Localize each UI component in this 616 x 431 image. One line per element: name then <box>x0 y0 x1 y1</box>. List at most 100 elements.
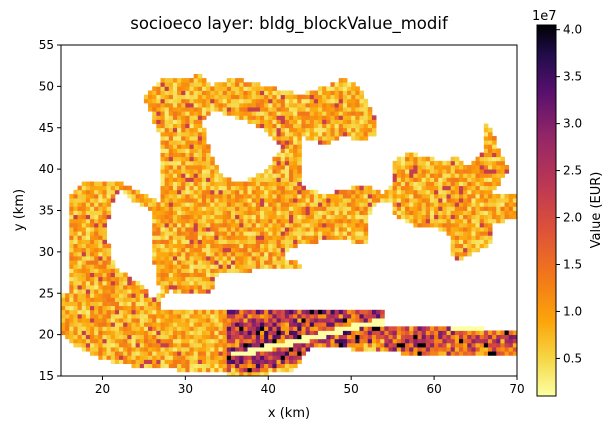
heatmap-cell <box>177 247 182 253</box>
heatmap-cell <box>201 235 207 240</box>
heatmap-cell <box>355 214 360 220</box>
colorbar-tick-label: 2.5 <box>563 164 582 178</box>
heatmap-cell <box>177 189 182 195</box>
heatmap-cell <box>218 330 224 336</box>
heatmap-cell <box>243 222 248 228</box>
heatmap-cell <box>276 214 282 220</box>
heatmap-cell <box>268 347 273 352</box>
heatmap-cell <box>110 289 116 294</box>
heatmap-cell <box>222 260 228 265</box>
heatmap-cell <box>475 243 481 249</box>
heatmap-cell <box>371 115 377 120</box>
heatmap-cell <box>322 227 327 232</box>
heatmap-cell <box>168 268 174 273</box>
heatmap-cell <box>164 347 170 352</box>
heatmap-cell <box>268 98 273 104</box>
heatmap-cell <box>255 351 261 356</box>
heatmap-cell <box>218 338 224 344</box>
heatmap-cell <box>483 198 489 203</box>
x-tick-label: 20 <box>95 382 110 396</box>
heatmap-cell <box>222 363 228 369</box>
heatmap-cell <box>255 206 261 211</box>
heatmap-cell <box>487 227 493 232</box>
heatmap-cell <box>201 82 207 87</box>
heatmap-cell <box>189 86 195 91</box>
heatmap-cell <box>73 251 78 257</box>
heatmap-cell <box>206 322 211 327</box>
heatmap-cell <box>318 98 323 104</box>
heatmap-cell <box>193 235 199 240</box>
heatmap-cell <box>376 313 381 319</box>
heatmap-cell <box>251 181 257 187</box>
heatmap-cell <box>177 148 182 153</box>
heatmap-cell <box>164 309 170 315</box>
heatmap-cell <box>69 289 74 294</box>
heatmap-cell <box>496 169 501 174</box>
heatmap-cell <box>69 210 74 216</box>
heatmap-cell <box>293 148 298 153</box>
heatmap-cell <box>123 301 128 307</box>
heatmap-cell <box>405 202 410 207</box>
heatmap-cell <box>463 251 468 257</box>
heatmap-cell <box>272 326 277 331</box>
heatmap-cell <box>226 359 232 364</box>
heatmap-cell <box>152 107 157 112</box>
heatmap-cell <box>90 222 95 228</box>
heatmap-cell <box>259 235 265 240</box>
heatmap-cell <box>289 140 294 145</box>
heatmap-cell <box>222 243 228 249</box>
heatmap-cell <box>160 272 166 278</box>
heatmap-cell <box>268 251 273 257</box>
heatmap-cell <box>127 318 132 323</box>
heatmap-cell <box>471 181 476 187</box>
heatmap-cell <box>90 301 95 307</box>
heatmap-cell <box>284 231 290 236</box>
heatmap-cell <box>160 189 166 195</box>
heatmap-cell <box>222 326 228 331</box>
heatmap-cell <box>156 338 161 344</box>
heatmap-cell <box>301 313 306 319</box>
heatmap-cell <box>504 347 510 352</box>
heatmap-cell <box>434 206 439 211</box>
heatmap-cell <box>94 210 99 216</box>
heatmap-cell <box>81 185 87 191</box>
heatmap-cell <box>247 115 253 120</box>
heatmap-cell <box>177 111 182 116</box>
heatmap-cell <box>185 272 190 278</box>
heatmap-cell <box>106 309 112 315</box>
heatmap-cell <box>446 342 452 348</box>
heatmap-cell <box>247 239 253 244</box>
heatmap-cell <box>483 206 489 211</box>
heatmap-cell <box>322 140 327 145</box>
heatmap-cell <box>168 181 174 187</box>
heatmap-cell <box>160 198 166 203</box>
heatmap-cell <box>492 218 497 224</box>
heatmap-cell <box>313 98 319 104</box>
heatmap-cell <box>230 247 236 253</box>
heatmap-cell <box>172 239 178 244</box>
heatmap-cell <box>280 140 286 145</box>
heatmap-cell <box>181 268 186 273</box>
heatmap-cell <box>193 102 199 108</box>
heatmap-cell <box>251 256 257 261</box>
heatmap-cell <box>429 326 435 331</box>
heatmap-cell <box>272 334 277 340</box>
heatmap-cell <box>222 210 228 216</box>
heatmap-cell <box>471 334 476 340</box>
heatmap-cell <box>367 115 373 120</box>
heatmap-cell <box>135 322 141 327</box>
heatmap-cell <box>172 355 178 360</box>
heatmap-cell <box>429 185 435 191</box>
heatmap-cell <box>110 355 116 360</box>
heatmap-cell <box>251 371 257 376</box>
heatmap-cell <box>181 351 186 356</box>
heatmap-cell <box>243 214 248 220</box>
heatmap-cell <box>284 152 290 158</box>
heatmap-cell <box>230 107 236 112</box>
heatmap-cell <box>85 198 91 203</box>
heatmap-cell <box>73 189 78 195</box>
heatmap-cell <box>284 164 290 170</box>
heatmap-cell <box>251 115 257 120</box>
heatmap-cell <box>400 177 406 182</box>
heatmap-cell <box>197 185 203 191</box>
